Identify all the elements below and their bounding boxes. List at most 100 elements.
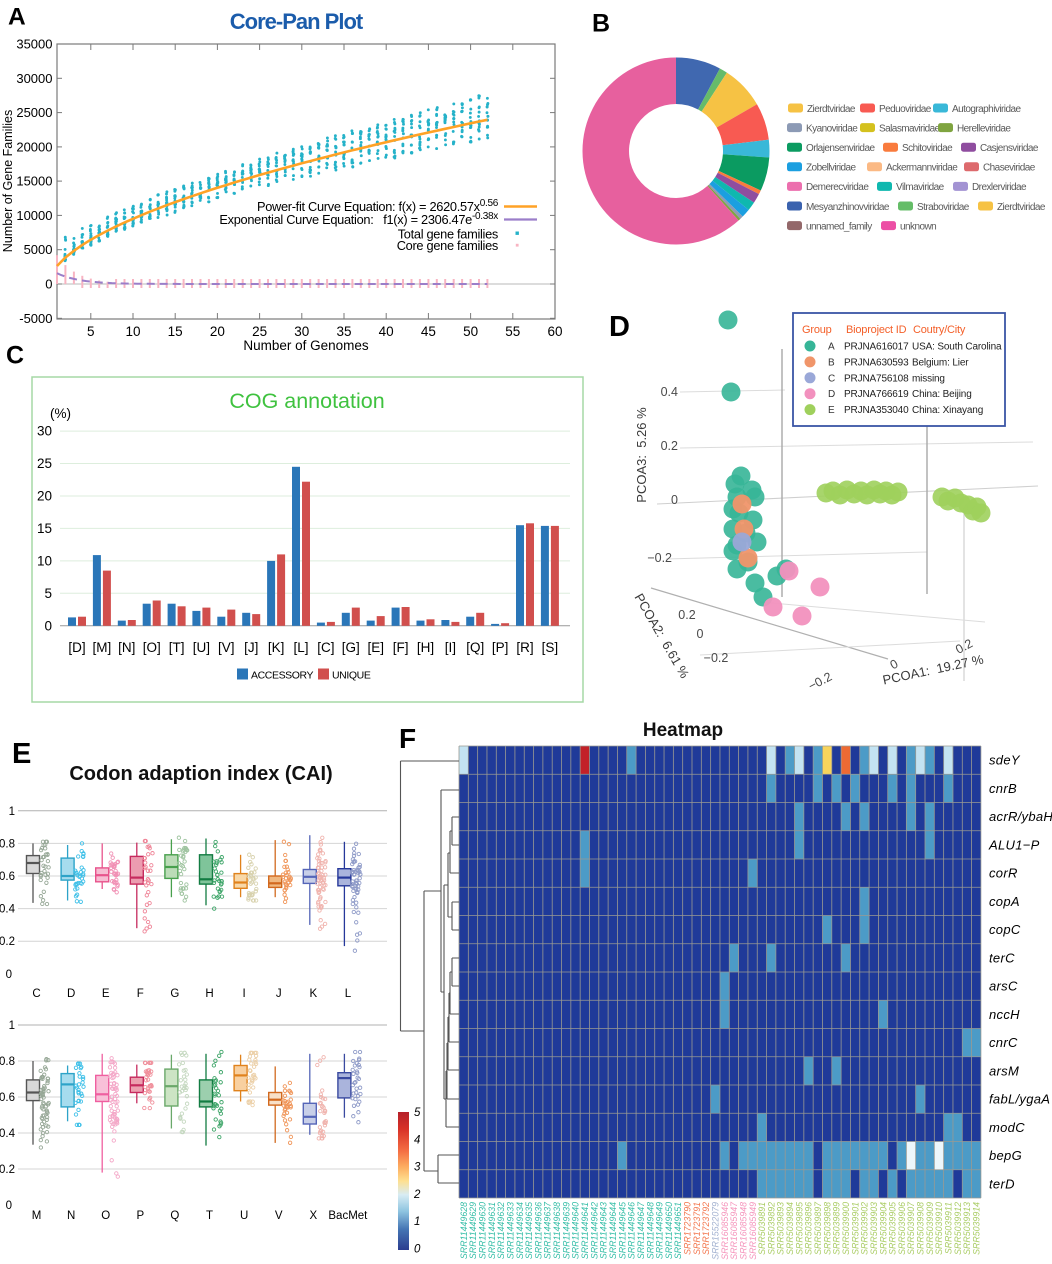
svg-text:A: A [8,4,26,31]
svg-text:acrR/ybaH: acrR/ybaH [989,809,1052,824]
svg-text:C: C [32,988,40,1000]
svg-text:copA: copA [989,894,1020,909]
svg-text:SRR11449651: SRR11449651 [673,1202,683,1259]
svg-text:10: 10 [37,553,52,568]
svg-text:C: C [828,373,835,384]
svg-text:B: B [828,357,835,368]
svg-text:SRR11449630: SRR11449630 [478,1202,488,1259]
svg-text:Power-fit Curve Equation: f(x): Power-fit Curve Equation: f(x) = 2620.57… [257,198,499,214]
svg-text:−0.2: −0.2 [806,669,834,693]
svg-text:sdeY: sdeY [989,753,1021,768]
svg-text:0: 0 [45,277,52,292]
svg-text:cnrB: cnrB [989,781,1017,796]
svg-text:45: 45 [421,324,436,339]
svg-text:U: U [240,1210,248,1222]
svg-text:SRR11449648: SRR11449648 [645,1202,655,1259]
svg-text:Core-Pan Plot: Core-Pan Plot [230,9,364,34]
svg-text:SRR11449650: SRR11449650 [664,1202,674,1259]
svg-text:20: 20 [37,489,52,504]
svg-text:0: 0 [6,969,12,981]
svg-text:5: 5 [44,586,52,601]
svg-text:50: 50 [463,324,478,339]
svg-text:bepG: bepG [989,1148,1022,1163]
svg-text:0: 0 [6,1200,12,1212]
svg-text:SRR5039897: SRR5039897 [813,1201,823,1255]
svg-text:arsM: arsM [989,1063,1019,1078]
svg-text:modC: modC [989,1120,1025,1135]
svg-text:Codon adaption index (CAI): Codon adaption index (CAI) [69,763,332,785]
svg-text:SRR5039900: SRR5039900 [841,1202,851,1255]
svg-text:[J]: [J] [244,640,258,655]
svg-text:N: N [67,1210,75,1222]
svg-text:SRR16085948: SRR16085948 [739,1202,749,1260]
svg-text:SRR5039912: SRR5039912 [953,1202,963,1255]
svg-text:Number of Gene Families: Number of Gene Families [1,110,15,252]
svg-text:Ackermannviridae: Ackermannviridae [886,163,958,174]
svg-text:E: E [828,405,835,416]
svg-text:SRR11449649: SRR11449649 [655,1202,665,1259]
svg-text:SRR16085947: SRR16085947 [729,1201,739,1260]
svg-text:SRR11449631: SRR11449631 [487,1202,497,1259]
svg-text:BacMet: BacMet [328,1210,368,1222]
svg-text:Demerecviridae: Demerecviridae [806,182,869,193]
svg-text:Zierdtviridae: Zierdtviridae [807,104,856,115]
svg-text:Drexlerviridae: Drexlerviridae [972,182,1027,193]
svg-text:SRR5039913: SRR5039913 [962,1202,972,1255]
svg-text:0.8: 0.8 [0,1056,15,1068]
svg-text:PCOA2: 6.61 %: PCOA2: 6.61 % [632,591,693,681]
svg-text:[R]: [R] [516,640,533,655]
svg-text:SRR5039895: SRR5039895 [794,1202,804,1255]
svg-text:SRR11449634: SRR11449634 [515,1202,525,1259]
svg-text:SRR11449632: SRR11449632 [496,1202,506,1259]
svg-text:SRR5039896: SRR5039896 [804,1202,814,1255]
svg-text:SRR11449642: SRR11449642 [589,1202,599,1259]
svg-text:cnrC: cnrC [989,1035,1018,1050]
svg-text:[M]: [M] [93,640,112,655]
svg-text:corR: corR [989,866,1018,881]
svg-text:SRR11449629: SRR11449629 [468,1202,478,1259]
svg-text:4: 4 [414,1134,420,1146]
svg-text:0.4: 0.4 [0,904,16,916]
svg-text:PCOA1: 19.27 %: PCOA1: 19.27 % [881,652,985,688]
svg-text:E: E [102,988,110,1000]
svg-text:H: H [205,988,213,1000]
svg-text:15: 15 [37,521,52,536]
svg-text:SRR11449643: SRR11449643 [599,1202,609,1259]
svg-text:F: F [399,723,416,754]
svg-text:C: C [6,342,24,370]
svg-text:Autographiviridae: Autographiviridae [952,104,1021,115]
svg-text:10: 10 [125,324,140,339]
svg-text:[S]: [S] [542,640,559,655]
svg-text:[T]: [T] [169,640,185,655]
svg-text:[I]: [I] [445,640,456,655]
svg-text:40: 40 [379,324,394,339]
svg-text:F: F [137,988,144,1000]
svg-text:L: L [345,988,352,1000]
svg-text:SRR5039903: SRR5039903 [869,1202,879,1255]
svg-text:SRR5039909: SRR5039909 [925,1202,935,1255]
svg-text:5: 5 [414,1107,421,1119]
svg-text:Vilmaviridae: Vilmaviridae [896,182,945,193]
svg-text:60: 60 [547,324,562,339]
svg-text:(%): (%) [50,406,71,421]
svg-text:SRR11449633: SRR11449633 [506,1202,516,1259]
svg-text:unknown: unknown [900,221,936,232]
svg-text:0: 0 [44,618,52,633]
svg-text:SRR11449635: SRR11449635 [524,1202,534,1259]
svg-text:−0.2: −0.2 [647,551,672,565]
svg-text:SRR5039914: SRR5039914 [972,1202,982,1255]
svg-text:5000: 5000 [24,242,53,257]
svg-text:Q: Q [170,1210,179,1222]
svg-text:Number of Genomes: Number of Genomes [243,338,369,353]
svg-text:Group: Group [802,324,832,336]
svg-text:nccH: nccH [989,1007,1020,1022]
svg-text:30: 30 [37,424,52,439]
svg-text:V: V [275,1210,283,1222]
svg-text:SRR5039894: SRR5039894 [785,1202,795,1255]
svg-text:Core gene families: Core gene families [397,238,498,253]
svg-text:15000: 15000 [16,174,52,189]
svg-text:X: X [309,1210,317,1222]
svg-text:0.2: 0.2 [678,608,695,622]
svg-text:M: M [32,1210,42,1222]
svg-text:Bioproject ID: Bioproject ID [846,324,907,336]
